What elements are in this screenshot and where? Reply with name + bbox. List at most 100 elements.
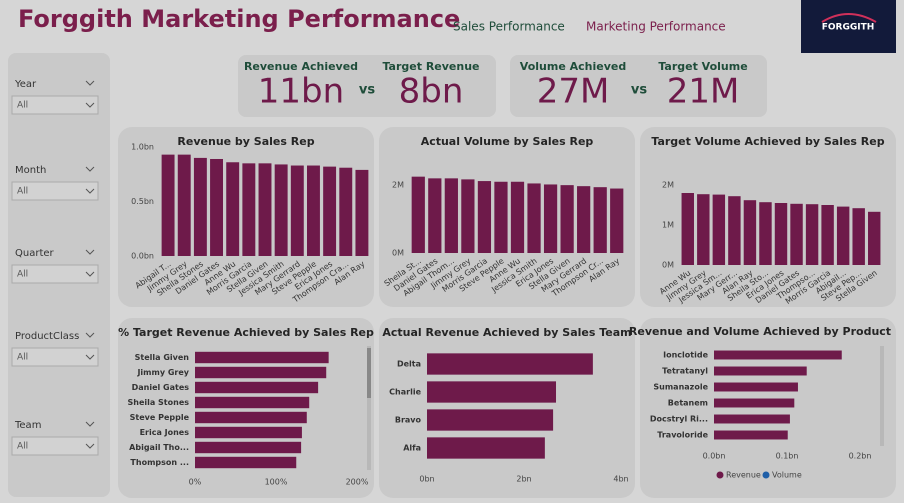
dropdown-value: All: [17, 187, 28, 197]
bar: [427, 409, 554, 431]
y-tick-label: 0.0bn: [131, 252, 154, 261]
x-tick-label: 0bn: [419, 475, 434, 484]
dropdown[interactable]: [11, 95, 99, 115]
y-tick-label: Charlie: [389, 388, 421, 397]
kpi-joiner: vs: [631, 83, 647, 98]
bar: [411, 176, 425, 253]
y-tick-label: Daniel Gates: [132, 383, 190, 392]
y-tick-label: 2M: [392, 181, 404, 190]
bar: [339, 167, 353, 256]
chevron: [85, 166, 95, 172]
kpi-value: 11bn: [258, 72, 344, 112]
chevron: [85, 188, 95, 194]
bar: [759, 202, 772, 265]
logo-box: [801, 0, 896, 53]
bar: [527, 183, 541, 253]
filter-label: Team: [14, 420, 41, 431]
bar: [714, 366, 807, 376]
bar: [177, 154, 191, 256]
bar: [714, 398, 795, 408]
y-tick-label: 0.5bn: [131, 197, 154, 206]
nav-link[interactable]: Sales Performance: [453, 20, 565, 34]
bar: [195, 396, 310, 409]
scrollbar-track[interactable]: [880, 346, 884, 446]
y-tick-label: Delta: [397, 360, 421, 369]
x-tick-label: 0.0bn: [703, 452, 726, 461]
y-tick-label: Sumanazole: [653, 383, 708, 392]
bar: [836, 206, 850, 265]
filter-label: Month: [15, 165, 46, 176]
chart-title: Target Volume Achieved by Sales Rep: [651, 135, 884, 148]
y-tick-label: Betanem: [668, 399, 708, 408]
dropdown[interactable]: [11, 347, 99, 367]
bar: [307, 165, 320, 256]
bar: [195, 426, 302, 439]
y-tick-label: Docstryl Ri...: [650, 415, 708, 424]
nav-link[interactable]: Marketing Performance: [586, 20, 726, 34]
bar: [195, 351, 329, 364]
dropdown[interactable]: [11, 181, 99, 201]
scrollbar-thumb[interactable]: [367, 348, 371, 398]
scrollbar-track[interactable]: [367, 346, 371, 470]
bar: [195, 456, 297, 469]
bar: [697, 194, 710, 265]
kpi-value: 21M: [667, 72, 740, 112]
dropdown[interactable]: [11, 264, 99, 284]
bar: [510, 181, 525, 253]
bar: [427, 381, 557, 403]
chart-card: [640, 318, 896, 498]
chart-title: Revenue by Sales Rep: [177, 135, 314, 148]
bar: [543, 184, 558, 253]
bar: [444, 178, 458, 253]
y-tick-label: Steve Pepple: [130, 413, 190, 422]
chart-title: Actual Revenue Achieved by Sales Team: [382, 326, 631, 339]
legend-label: Volume: [772, 471, 802, 480]
bar: [226, 162, 240, 256]
y-tick-label: 1.0bn: [131, 143, 154, 152]
x-tick-label: 4bn: [613, 475, 628, 484]
bar: [323, 166, 337, 256]
bar: [195, 411, 307, 424]
kpi-value: 27M: [537, 72, 610, 112]
bar: [868, 211, 881, 265]
y-tick-label: 0M: [662, 261, 674, 270]
chart-title: Actual Volume by Sales Rep: [421, 135, 594, 148]
bar: [461, 179, 475, 253]
bar: [743, 200, 757, 265]
logo-text: FORGGITH: [822, 23, 875, 33]
bar: [728, 196, 741, 265]
chevron: [85, 249, 95, 255]
bar: [427, 437, 545, 459]
kpi-label: Volume Achieved: [520, 60, 626, 73]
dropdown-value: All: [17, 101, 28, 111]
bar: [193, 157, 207, 256]
chart-title: % Target Revenue Achieved by Sales Rep: [118, 326, 374, 339]
dropdown[interactable]: [11, 436, 99, 456]
bar: [560, 185, 574, 253]
x-tick-label: 200%: [346, 478, 369, 487]
bar: [714, 414, 790, 424]
y-tick-label: Travoloride: [657, 431, 708, 440]
chevron: [85, 421, 95, 427]
bar: [790, 203, 803, 265]
bar: [681, 193, 694, 265]
y-tick-label: Stella Given: [135, 353, 190, 362]
y-tick-label: 2M: [662, 181, 674, 190]
y-tick-label: Thompson ...: [130, 458, 189, 467]
bar: [805, 204, 819, 265]
dropdown-value: All: [17, 270, 28, 280]
bar: [852, 208, 865, 265]
legend-swatch: [716, 471, 724, 479]
y-tick-label: Alfa: [403, 444, 421, 453]
bar: [274, 164, 288, 256]
chart-title: Revenue and Volume Achieved by Product: [629, 325, 891, 338]
legend-label: Revenue: [726, 471, 761, 480]
bar: [774, 203, 788, 265]
y-tick-label: Sheila Stones: [127, 398, 189, 407]
x-tick-label: 0.1bn: [776, 452, 799, 461]
dropdown-value: All: [17, 353, 28, 363]
chevron: [85, 102, 95, 108]
bar: [258, 163, 272, 256]
bar: [610, 188, 624, 253]
